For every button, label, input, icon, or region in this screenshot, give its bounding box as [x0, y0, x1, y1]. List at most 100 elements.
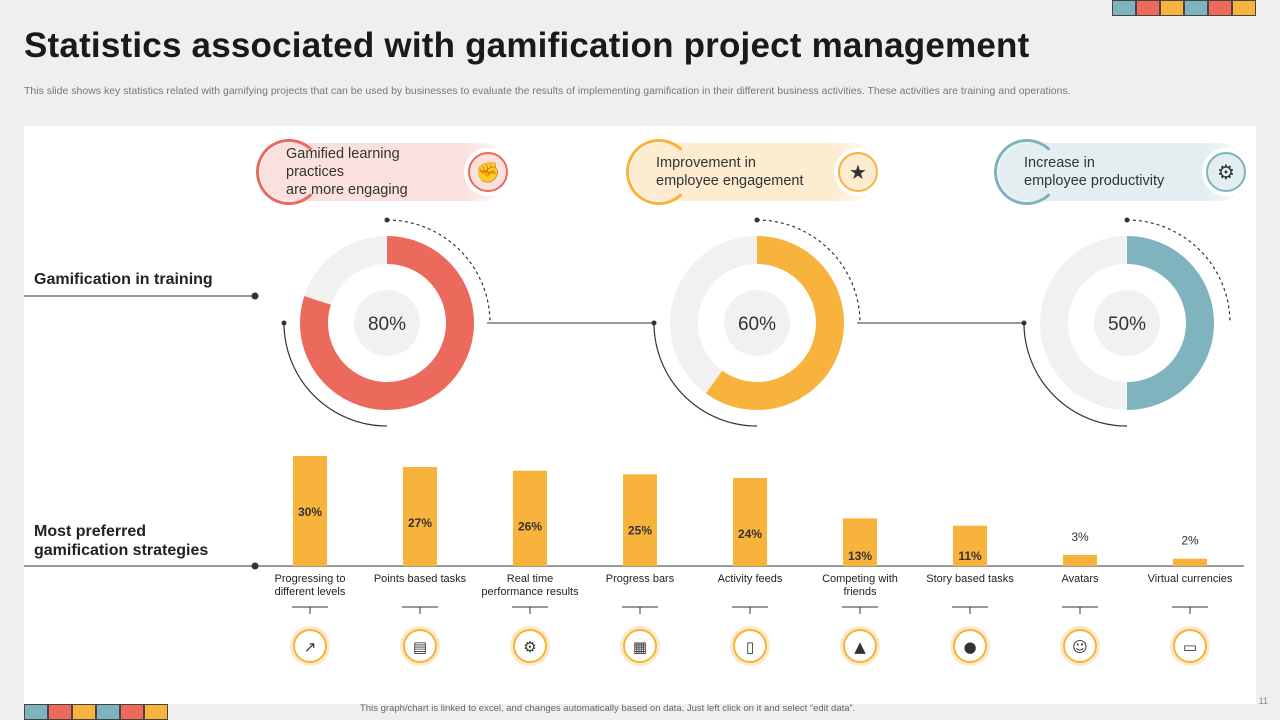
- bar: [293, 456, 327, 566]
- outer-solid-arc: [653, 322, 758, 427]
- bar-data-label: 26%: [518, 520, 542, 534]
- bar: [733, 478, 767, 566]
- donut-center-disc: [1094, 290, 1160, 356]
- bar-data-label: 11%: [958, 549, 982, 563]
- outer-dashed-arc: [386, 219, 491, 324]
- donut-value-arc: [705, 236, 844, 410]
- group-people-icon: ●: [963, 638, 976, 656]
- team-thumbs-up-icon: ★: [834, 148, 882, 196]
- footer-note: This graph/chart is linked to excel, and…: [360, 703, 856, 714]
- pill-accent-arc: [994, 139, 1060, 205]
- donut-center-disc: [354, 290, 420, 356]
- bar-category-label: performance results: [481, 586, 579, 598]
- bar-category-label: Activity feeds: [718, 573, 783, 585]
- bottom-color-strip: [24, 704, 168, 720]
- connector-dot: [251, 292, 259, 300]
- bar-category-label: Story based tasks: [926, 573, 1014, 585]
- content-panel: 80% 60% 50% 30% Progressing to different leve…: [24, 126, 1256, 704]
- pill-employee-productivity: Increase in employee productivity ⚙: [994, 139, 1250, 205]
- pill-text-line2: are more engaging: [286, 182, 408, 198]
- pill-accent-arc: [256, 139, 322, 205]
- bar: [513, 470, 547, 566]
- strip-swatch: [1184, 0, 1208, 16]
- money-icon: ▭: [1183, 638, 1197, 656]
- strip-swatch: [48, 704, 72, 720]
- icon-inner-ring: [513, 629, 547, 663]
- bar-data-label: 3%: [1071, 530, 1089, 544]
- productivity-person-gear-icon: ⚙: [1202, 148, 1250, 196]
- raised-hands-icon: ✊: [464, 148, 512, 196]
- strip-swatch: [1112, 0, 1136, 16]
- bar-data-label: 27%: [408, 516, 432, 530]
- connector-dot: [384, 217, 390, 223]
- icon-inner-ring: [953, 629, 987, 663]
- pill-text-line2: employee productivity: [1024, 173, 1165, 189]
- strip-swatch: [1136, 0, 1160, 16]
- strip-swatch: [72, 704, 96, 720]
- bar-data-label: 25%: [628, 523, 652, 537]
- row-label-training: Gamification in training: [34, 271, 213, 288]
- pill-text-line1: Improvement in: [656, 155, 756, 171]
- book-icon: ▤: [413, 638, 427, 656]
- top-color-strip: [1112, 0, 1256, 16]
- pill-text: Improvement in employee engagement: [630, 154, 830, 190]
- outer-dashed-arc: [756, 219, 861, 324]
- mobile-feed-icon: ▯: [746, 638, 754, 656]
- page-title: Statistics associated with gamification …: [24, 26, 1030, 65]
- page-subtitle: This slide shows key statistics related …: [24, 85, 1071, 97]
- strip-swatch: [120, 704, 144, 720]
- pill-employee-engagement: Improvement in employee engagement ★: [626, 139, 882, 205]
- bar-category-label: different levels: [275, 586, 346, 598]
- strip-swatch: [24, 704, 48, 720]
- pill-learning-engaging: Gamified learning practices are more eng…: [256, 139, 512, 205]
- bar-category-label: friends: [843, 586, 877, 598]
- bar-data-label: 13%: [848, 549, 872, 563]
- row-label-strategies-line2: gamification strategies: [34, 542, 209, 559]
- donut-value-label: 50%: [1108, 314, 1146, 335]
- donut-value-label: 60%: [738, 314, 776, 335]
- outer-solid-arc: [1023, 322, 1128, 427]
- bar-category-label: Progressing to: [275, 573, 346, 585]
- bar-data-label: 24%: [738, 527, 762, 541]
- bar-category-label: Virtual currencies: [1148, 573, 1233, 585]
- icon-inner-ring: [733, 629, 767, 663]
- pill-text-line1: Increase in: [1024, 155, 1095, 171]
- donut-value-arc: [1126, 236, 1214, 410]
- bar-category-label: Competing with: [822, 573, 898, 585]
- donut-value-label: 80%: [368, 314, 406, 335]
- dashboard-chart-icon: ▦: [633, 638, 647, 656]
- pill-text: Increase in employee productivity: [998, 154, 1198, 190]
- page-number: 11: [1258, 696, 1268, 706]
- strip-swatch: [144, 704, 168, 720]
- icon-inner-ring: [293, 629, 327, 663]
- bar-category-label: Points based tasks: [374, 573, 467, 585]
- connector-dot: [251, 562, 259, 570]
- icon-inner-ring: [1173, 629, 1207, 663]
- gear-clock-icon: ⚙: [523, 638, 536, 656]
- bar: [953, 525, 987, 566]
- pill-text: Gamified learning practices are more eng…: [260, 145, 460, 199]
- bar: [1173, 558, 1207, 566]
- connector-dot: [754, 217, 760, 223]
- row-label-strategies: Most preferred gamification strategies: [34, 522, 208, 560]
- outer-dashed-arc: [1126, 219, 1231, 324]
- strip-swatch: [96, 704, 120, 720]
- connector-dot: [1124, 217, 1130, 223]
- icon-inner-ring: [843, 629, 877, 663]
- bar-data-label: 30%: [298, 505, 322, 519]
- bar-category-label: Real time: [507, 573, 553, 585]
- connector-dot: [281, 320, 287, 326]
- bar-data-label: 2%: [1181, 534, 1199, 548]
- growth-chart-icon: ↗: [304, 638, 317, 656]
- donut-value-arc: [300, 236, 474, 410]
- icon-inner-ring: [623, 629, 657, 663]
- outer-solid-arc: [283, 322, 388, 427]
- podium-icon: ▲: [854, 638, 866, 656]
- strip-swatch: [1208, 0, 1232, 16]
- pill-text-line1: Gamified learning practices: [286, 146, 400, 180]
- bar-category-label: Progress bars: [606, 573, 675, 585]
- icon-inner-ring: [403, 629, 437, 663]
- row-label-strategies-line1: Most preferred: [34, 523, 147, 540]
- donut-center-disc: [724, 290, 790, 356]
